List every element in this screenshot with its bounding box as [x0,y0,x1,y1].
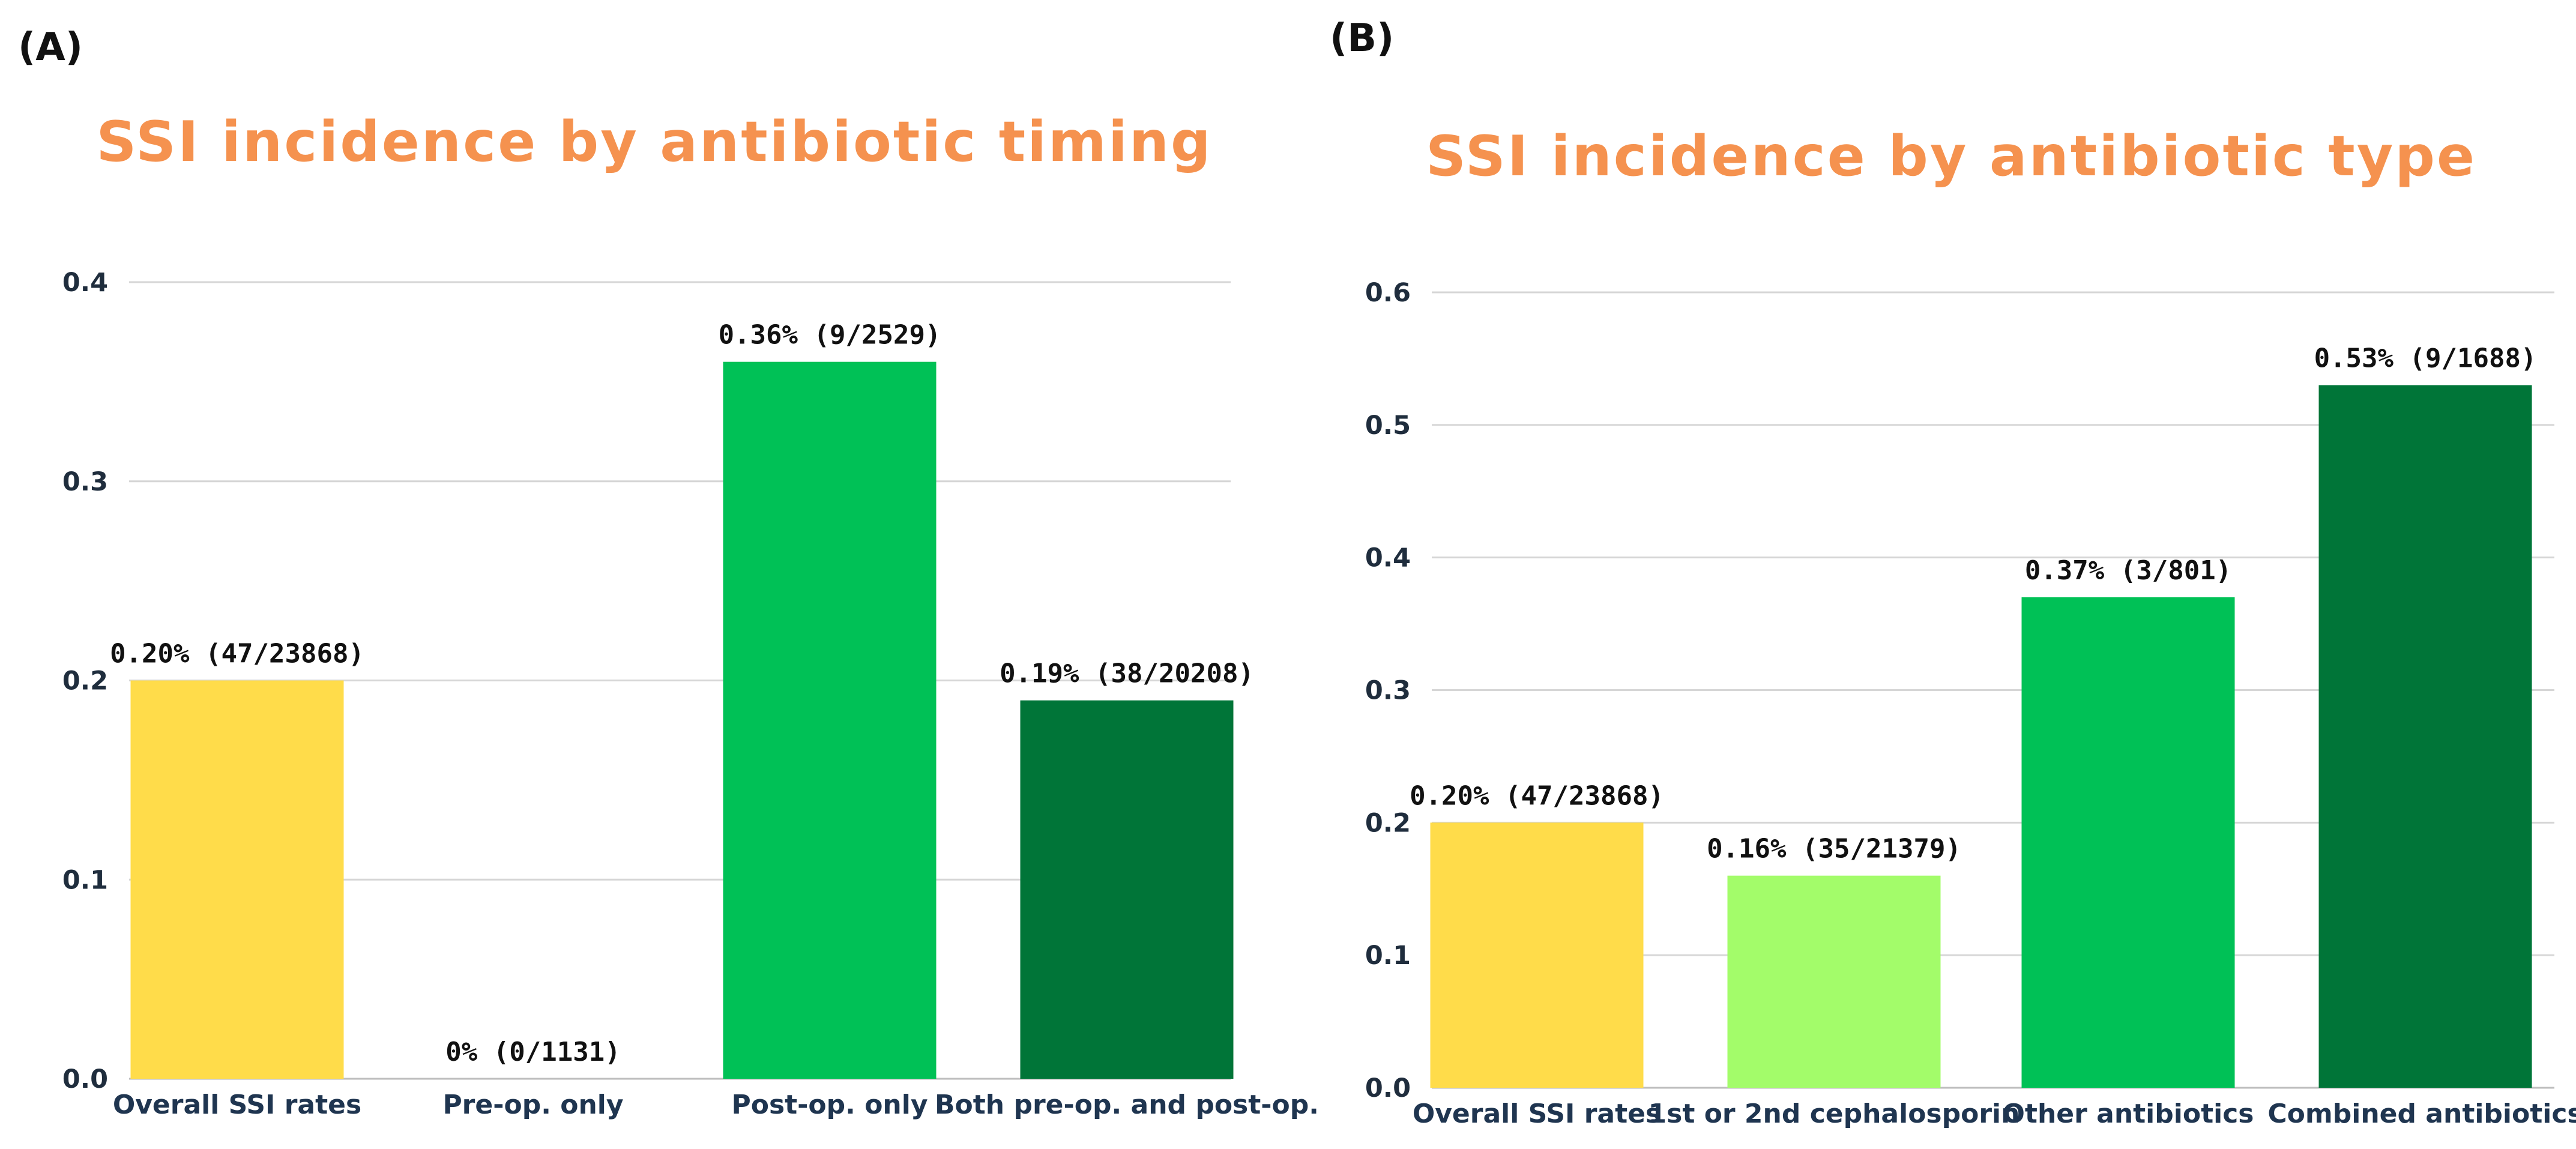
x-category-label: Overall SSI rates [1413,1099,1661,1129]
bar [1430,822,1644,1088]
y-tick-label: 0.0 [62,1064,108,1094]
y-tick-label: 0.5 [1365,411,1411,441]
data-label: 0.20% (47/23868) [110,639,364,669]
y-tick-label: 0.1 [1365,941,1411,971]
x-category-label: Combined antibiotics [2267,1099,2576,1129]
y-tick-label: 0.3 [62,467,108,497]
x-category-label: Post-op. only [731,1090,928,1120]
data-label: 0.19% (38/20208) [1000,659,1254,689]
y-tick-label: 0.3 [1365,676,1411,706]
chart-title: SSI incidence by antibiotic type [1426,124,2476,188]
bar [1020,700,1234,1079]
data-label: 0.16% (35/21379) [1707,834,1961,864]
data-label: 0.20% (47/23868) [1410,780,1664,811]
y-tick-label: 0.4 [1365,543,1411,573]
y-tick-label: 0.6 [1365,278,1411,308]
y-tick-label: 0.2 [62,666,108,696]
data-label: 0.36% (9/2529) [719,320,941,351]
data-label: 0.37% (3/801) [2025,555,2231,586]
chart-title: SSI incidence by antibiotic timing [96,109,1212,174]
y-tick-label: 0.4 [62,268,108,298]
y-tick-label: 0.1 [62,865,108,895]
y-tick-label: 0.2 [1365,808,1411,838]
bar [2021,597,2235,1088]
x-category-label: 1st or 2nd cephalosporin [1648,1099,2020,1129]
bar [2318,385,2532,1088]
bar [723,361,937,1079]
panel-label: (A) [18,25,83,70]
panel-label: (B) [1330,16,1394,61]
bar [130,680,344,1079]
x-category-label: Both pre-op. and post-op. [935,1090,1319,1120]
x-category-label: Other antibiotics [2003,1099,2254,1129]
data-label: 0.53% (9/1688) [2314,343,2537,374]
data-label: 0% (0/1131) [445,1037,620,1067]
y-tick-label: 0.0 [1365,1073,1411,1103]
x-category-label: Pre-op. only [442,1090,623,1120]
x-category-label: Overall SSI rates [113,1090,361,1120]
bar [1727,875,1941,1088]
